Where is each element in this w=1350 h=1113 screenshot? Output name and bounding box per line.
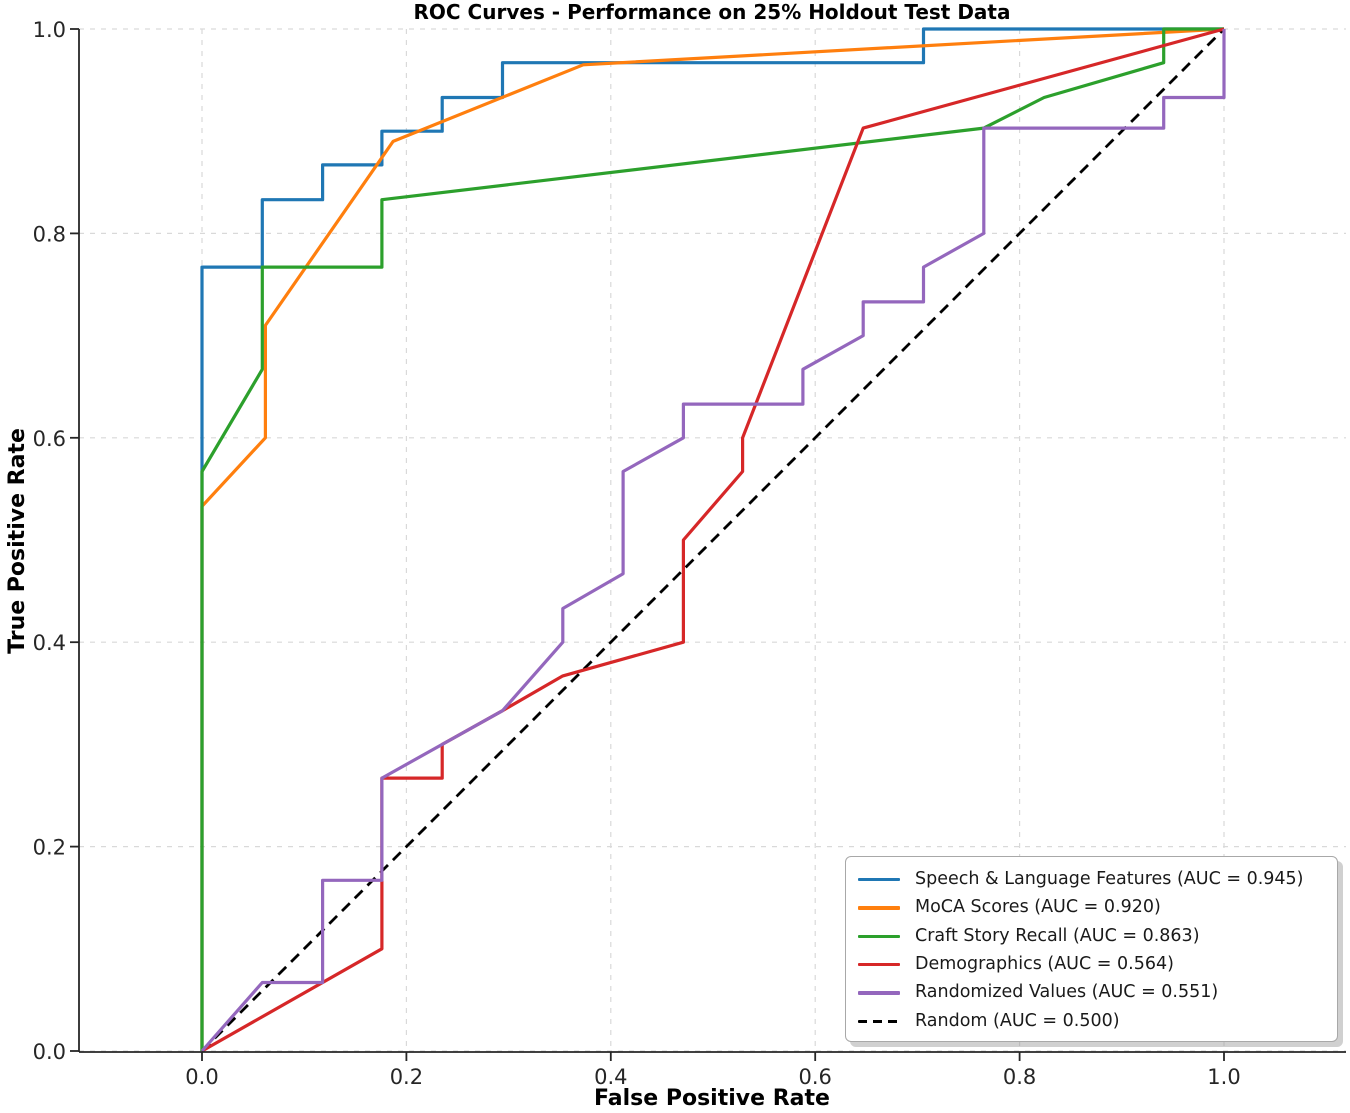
legend-label: Demographics (AUC = 0.564) — [915, 953, 1174, 974]
legend-label: Randomized Values (AUC = 0.551) — [915, 982, 1219, 1003]
legend-label: Craft Story Recall (AUC = 0.863) — [915, 925, 1200, 946]
legend-entry: Craft Story Recall (AUC = 0.863) — [858, 923, 1327, 950]
legend-entry: Random (AUC = 0.500) — [858, 1008, 1327, 1035]
curve-layer — [200, 27, 1226, 1053]
roc-curve — [200, 27, 1224, 1051]
legend-entry: MoCA Scores (AUC = 0.920) — [858, 894, 1327, 921]
x-tick-label: 1.0 — [1207, 1065, 1240, 1089]
y-tick-label: 0.6 — [33, 427, 66, 451]
legend-box: Speech & Language Features (AUC = 0.945)… — [845, 856, 1338, 1042]
roc-curve — [200, 27, 1224, 1051]
legend-entry: Demographics (AUC = 0.564) — [858, 951, 1327, 978]
roc-curve — [200, 29, 1226, 1053]
x-tick-label: 0.8 — [1003, 1065, 1036, 1089]
y-tick-label: 0.8 — [33, 222, 66, 246]
y-tick-label: 1.0 — [33, 18, 66, 42]
legend-line-sample — [858, 906, 900, 910]
legend-label: Random (AUC = 0.500) — [915, 1010, 1120, 1031]
x-tick-label: 0.6 — [798, 1065, 831, 1089]
axis-layer: 0.0 0.2 0.4 0.6 0.8 1.0 0.0 0.2 0.4 0.6 0.8 1.0 — [33, 18, 1346, 1089]
legend-line-sample — [858, 1019, 900, 1024]
legend-entry: Speech & Language Features (AUC = 0.945) — [858, 866, 1327, 893]
legend-line-sample — [858, 962, 900, 967]
x-tick-label: 0.0 — [185, 1065, 218, 1089]
x-tick-label: 0.2 — [390, 1065, 423, 1089]
legend-line-sample — [858, 934, 900, 939]
y-tick-label: 0.2 — [33, 836, 66, 860]
legend-line-sample — [858, 991, 900, 995]
x-tick-label: 0.4 — [594, 1065, 627, 1089]
grid-layer — [79, 28, 1346, 1052]
y-axis-label: True Positive Rate — [5, 428, 30, 654]
legend-label: Speech & Language Features (AUC = 0.945) — [915, 868, 1304, 889]
y-tick-label: 0.0 — [33, 1040, 66, 1064]
legend-entry: Randomized Values (AUC = 0.551) — [858, 980, 1327, 1007]
legend-label: MoCA Scores (AUC = 0.920) — [915, 897, 1161, 918]
legend-line-sample — [858, 877, 900, 882]
chart-title: ROC Curves - Performance on 25% Holdout … — [414, 0, 1011, 24]
x-axis-label: False Positive Rate — [594, 1086, 830, 1111]
y-tick-label: 0.4 — [33, 631, 66, 655]
